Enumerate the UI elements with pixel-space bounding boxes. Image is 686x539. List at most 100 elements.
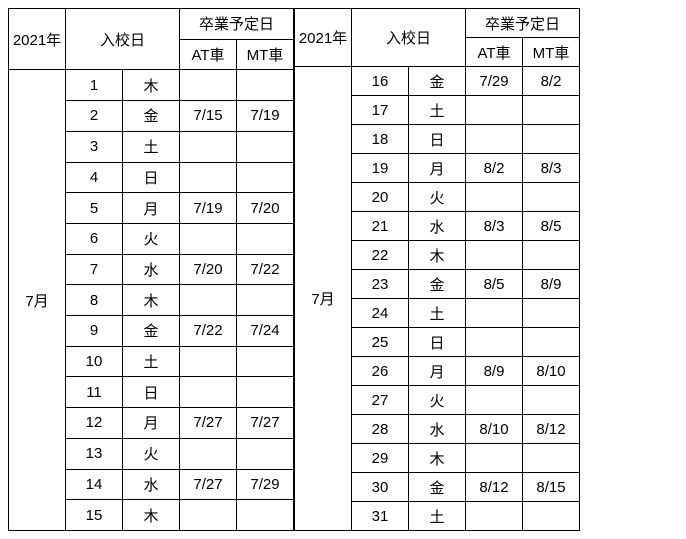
mt-cell [237,377,294,408]
dow-cell: 火 [409,183,466,212]
dow-cell: 月 [123,408,180,439]
header-row-1: 2021年 入校日 卒業予定日 [295,9,580,38]
mt-cell [523,386,580,415]
schedule-table-right: 2021年 入校日 卒業予定日 AT車 MT車 7月16金7/298/217土1… [294,8,580,531]
date-cell: 11 [66,377,123,408]
dow-cell: 木 [409,444,466,473]
date-cell: 31 [352,502,409,531]
at-cell [180,70,237,101]
date-cell: 14 [66,469,123,500]
at-cell: 7/19 [180,193,237,224]
table-row: 7月1木 [9,70,294,101]
at-cell [466,241,523,270]
at-cell [466,183,523,212]
mt-cell [237,438,294,469]
dow-cell: 木 [123,285,180,316]
dow-cell: 木 [409,241,466,270]
mt-cell: 8/12 [523,415,580,444]
at-cell: 7/22 [180,316,237,347]
date-cell: 24 [352,299,409,328]
entry-header: 入校日 [66,9,180,70]
dow-cell: 木 [123,70,180,101]
dow-cell: 金 [123,101,180,132]
date-cell: 29 [352,444,409,473]
month-cell: 7月 [295,67,352,531]
year-header: 2021年 [295,9,352,67]
at-cell [466,386,523,415]
dow-cell: 日 [123,162,180,193]
date-cell: 8 [66,285,123,316]
at-cell [466,299,523,328]
mt-cell [237,70,294,101]
at-cell: 8/10 [466,415,523,444]
date-cell: 5 [66,193,123,224]
at-cell: 7/29 [466,67,523,96]
date-cell: 18 [352,125,409,154]
date-cell: 17 [352,96,409,125]
date-cell: 26 [352,357,409,386]
dow-cell: 水 [123,469,180,500]
mt-cell: 8/15 [523,473,580,502]
date-cell: 27 [352,386,409,415]
mt-cell [237,162,294,193]
date-cell: 2 [66,101,123,132]
at-cell: 8/12 [466,473,523,502]
at-cell [180,223,237,254]
dow-cell: 金 [123,316,180,347]
date-cell: 22 [352,241,409,270]
mt-cell: 7/22 [237,254,294,285]
at-cell: 8/2 [466,154,523,183]
mt-cell: 7/19 [237,101,294,132]
at-cell [466,328,523,357]
mt-cell: 8/5 [523,212,580,241]
dow-cell: 火 [123,438,180,469]
mt-cell: 7/29 [237,469,294,500]
at-cell [466,125,523,154]
dow-cell: 土 [123,131,180,162]
at-cell [466,444,523,473]
mt-cell [237,500,294,531]
dow-cell: 木 [123,500,180,531]
mt-cell [523,96,580,125]
date-cell: 12 [66,408,123,439]
date-cell: 10 [66,346,123,377]
dow-cell: 火 [123,223,180,254]
table-row: 7月16金7/298/2 [295,67,580,96]
mt-cell: 8/9 [523,270,580,299]
date-cell: 20 [352,183,409,212]
dow-cell: 月 [409,357,466,386]
dow-cell: 金 [409,67,466,96]
dow-cell: 土 [409,96,466,125]
mt-cell [523,183,580,212]
mt-cell [523,299,580,328]
mt-cell [523,241,580,270]
mt-cell [237,131,294,162]
mt-cell [523,502,580,531]
mt-cell: 7/20 [237,193,294,224]
date-cell: 6 [66,223,123,254]
month-cell: 7月 [9,70,66,531]
at-cell: 7/27 [180,408,237,439]
dow-cell: 金 [409,473,466,502]
date-cell: 9 [66,316,123,347]
schedule-table-left: 2021年 入校日 卒業予定日 AT車 MT車 7月1木2金7/157/193土… [8,8,294,531]
at-cell [180,438,237,469]
date-cell: 7 [66,254,123,285]
date-cell: 3 [66,131,123,162]
date-cell: 25 [352,328,409,357]
mt-cell: 8/3 [523,154,580,183]
at-cell: 8/5 [466,270,523,299]
mt-header: MT車 [237,39,294,70]
at-header: AT車 [180,39,237,70]
dow-cell: 月 [409,154,466,183]
mt-cell: 8/10 [523,357,580,386]
date-cell: 19 [352,154,409,183]
dow-cell: 土 [123,346,180,377]
schedule-tables: 2021年 入校日 卒業予定日 AT車 MT車 7月1木2金7/157/193土… [8,8,678,531]
date-cell: 1 [66,70,123,101]
date-cell: 28 [352,415,409,444]
mt-cell: 8/2 [523,67,580,96]
dow-cell: 日 [123,377,180,408]
dow-cell: 水 [409,415,466,444]
mt-header: MT車 [523,38,580,67]
